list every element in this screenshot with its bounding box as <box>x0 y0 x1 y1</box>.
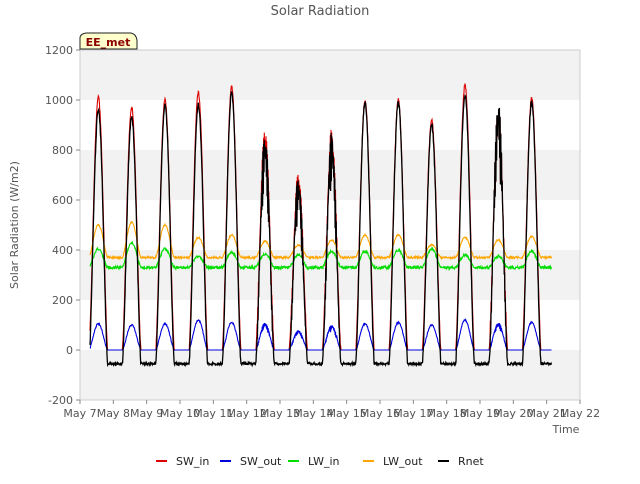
x-tick-label: May 18 <box>427 407 467 420</box>
x-tick-label: May 10 <box>160 407 200 420</box>
x-tick-label: May 16 <box>360 407 400 420</box>
x-tick-label: May 20 <box>493 407 533 420</box>
y-tick-label: 1000 <box>45 94 73 107</box>
x-tick-label: May 13 <box>260 407 300 420</box>
y-tick-label: 800 <box>52 144 73 157</box>
y-tick-label: 1200 <box>45 44 73 57</box>
legend-label: LW_in <box>308 455 340 468</box>
x-tick-label: May 7 <box>63 407 96 420</box>
series-line-lw-out <box>89 220 553 261</box>
x-axis-label: Time <box>552 423 580 436</box>
y-tick-label: 200 <box>52 294 73 307</box>
x-tick-label: May 19 <box>460 407 500 420</box>
x-tick-label: May 11 <box>193 407 233 420</box>
plot-frame <box>79 49 581 401</box>
y-tick-label: 400 <box>52 244 73 257</box>
site-badge: EE_met <box>79 32 138 50</box>
legend-label: LW_out <box>383 455 423 468</box>
x-tick-label: May 17 <box>393 407 433 420</box>
x-tick-label: May 12 <box>227 407 267 420</box>
grid-band <box>80 50 580 100</box>
x-tick-label: May 22 <box>560 407 600 420</box>
y-axis-label: Solar Radiation (W/m2) <box>8 161 21 289</box>
site-badge-box <box>79 32 138 50</box>
x-tick-label: May 8 <box>97 407 130 420</box>
site-badge-label: EE_met <box>86 36 131 49</box>
x-tick-label: May 15 <box>327 407 367 420</box>
series-line-lw-in <box>89 240 553 272</box>
legend: SW_in SW_out LW_in LW_out Rnet <box>156 455 484 468</box>
y-tick-label: -200 <box>48 394 73 407</box>
y-tick-label: 0 <box>66 344 73 357</box>
series-line-sw-out <box>89 317 552 352</box>
series-line-rnet <box>89 91 553 368</box>
x-tick-label: May 14 <box>293 407 333 420</box>
x-tick-label: May 9 <box>130 407 163 420</box>
y-tick-label: 600 <box>52 194 73 207</box>
legend-label: SW_out <box>240 455 282 468</box>
x-tick-label: May 21 <box>527 407 567 420</box>
series-layer <box>89 82 553 368</box>
legend-label: Rnet <box>458 455 484 468</box>
y-axis: -200 0 200 400 600 800 1000 1200 <box>45 44 80 407</box>
chart-title: Solar Radiation <box>271 4 370 19</box>
grid-band <box>80 350 580 400</box>
legend-label: SW_in <box>176 455 209 468</box>
